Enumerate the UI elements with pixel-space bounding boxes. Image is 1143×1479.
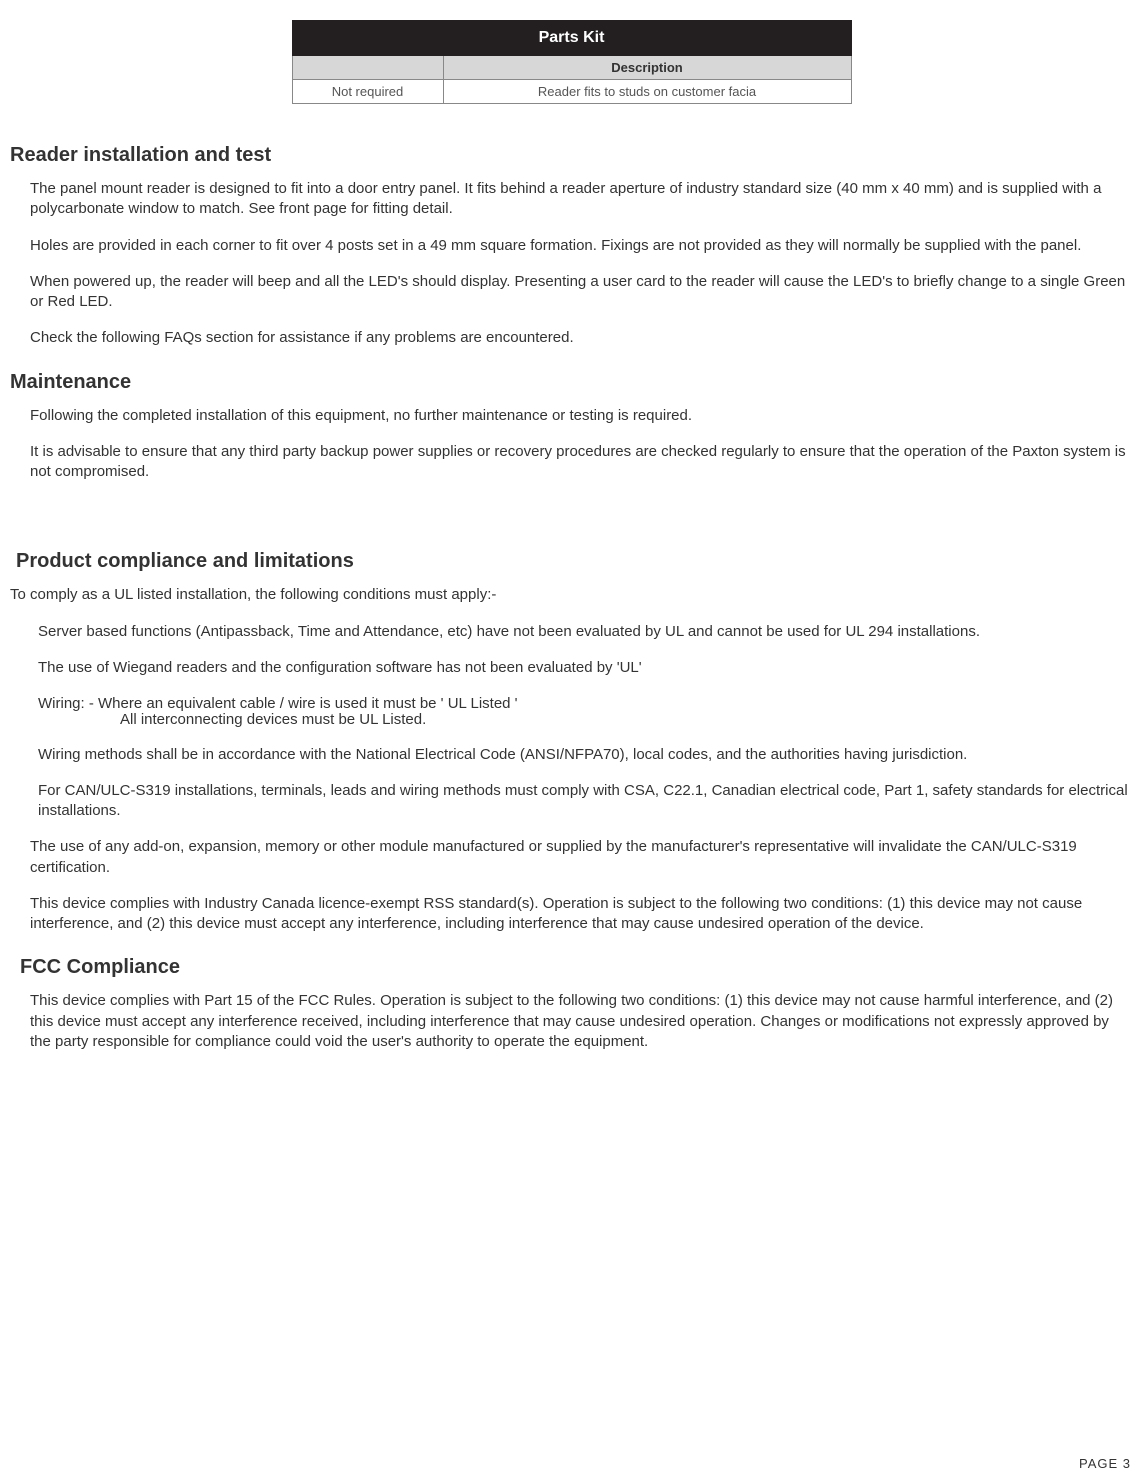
paragraph: For CAN/ULC-S319 installations, terminal… [38, 781, 1133, 822]
paragraph: It is advisable to ensure that any third… [30, 442, 1133, 483]
table-row: Not required Reader fits to studs on cus… [292, 80, 851, 104]
paragraph: To comply as a UL listed installation, t… [10, 585, 1133, 605]
parts-kit-cell-col1: Not required [292, 80, 443, 104]
parts-kit-col2-header: Description [443, 56, 851, 80]
heading-maintenance: Maintenance [10, 371, 1133, 394]
paragraph: Server based functions (Antipassback, Ti… [38, 622, 1133, 642]
heading-compliance: Product compliance and limitations [16, 550, 1133, 573]
parts-kit-title: Parts Kit [292, 21, 851, 56]
heading-fcc: FCC Compliance [20, 956, 1133, 979]
paragraph: The panel mount reader is designed to fi… [30, 179, 1133, 220]
paragraph: This device complies with Part 15 of the… [30, 991, 1133, 1052]
paragraph: The use of any add-on, expansion, memory… [30, 837, 1133, 878]
paragraph: Following the completed installation of … [30, 406, 1133, 426]
parts-kit-col1-header [292, 56, 443, 80]
paragraph: Wiring methods shall be in accordance wi… [38, 745, 1133, 765]
paragraph: This device complies with Industry Canad… [30, 894, 1133, 935]
parts-kit-table: Parts Kit Description Not required Reade… [292, 20, 852, 104]
paragraph: Holes are provided in each corner to fit… [30, 236, 1133, 256]
paragraph: Check the following FAQs section for ass… [30, 328, 1133, 348]
document-page: Parts Kit Description Not required Reade… [0, 0, 1143, 1479]
paragraph: When powered up, the reader will beep an… [30, 272, 1133, 313]
heading-reader-installation: Reader installation and test [10, 144, 1133, 167]
page-number: PAGE 3 [1079, 1456, 1131, 1471]
paragraph: All interconnecting devices must be UL L… [120, 710, 1133, 730]
paragraph: The use of Wiegand readers and the confi… [38, 658, 1133, 678]
parts-kit-cell-col2: Reader fits to studs on customer facia [443, 80, 851, 104]
